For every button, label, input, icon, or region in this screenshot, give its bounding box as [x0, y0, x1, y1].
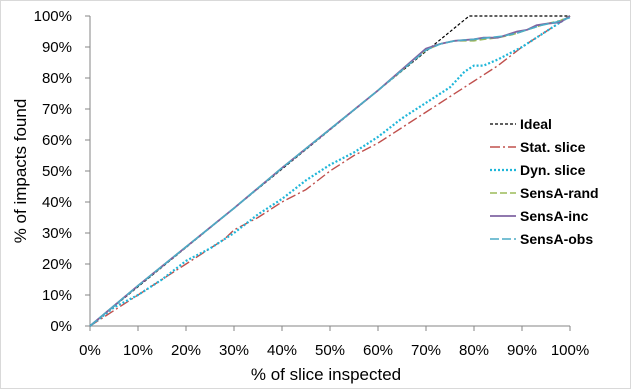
series-line-sensa-obs	[89, 16, 571, 327]
x-tick-label: 30%	[219, 342, 249, 359]
legend-label: Ideal	[520, 116, 552, 132]
x-tick-label: 10%	[123, 342, 153, 359]
y-tick-label: 90%	[42, 39, 72, 56]
series-line-dyn-slice	[89, 15, 571, 327]
legend-label: SensA-rand	[520, 185, 599, 201]
y-tick-label: 100%	[34, 8, 72, 25]
x-tick-label: 60%	[363, 342, 393, 359]
series-layer	[89, 15, 571, 327]
legend: Ideal Stat. slice Dyn. slice SensA-rand Sens…	[490, 116, 599, 247]
y-tick-label: 60%	[42, 132, 72, 149]
x-tick-label: 90%	[507, 342, 537, 359]
series-line-stat-slice	[89, 15, 571, 327]
legend-label: Stat. slice	[520, 139, 586, 155]
x-tick-label: 100%	[551, 342, 589, 359]
x-tick-label: 40%	[267, 342, 297, 359]
x-axis-title: % of slice inspected	[251, 365, 401, 384]
legend-item: SensA-inc	[490, 208, 589, 224]
y-tick-label: 40%	[42, 194, 72, 211]
y-tick-label: 20%	[42, 256, 72, 273]
plot-axes	[85, 15, 571, 331]
y-tick-label: 80%	[42, 70, 72, 87]
legend-label: SensA-obs	[520, 231, 593, 247]
legend-item: SensA-rand	[490, 185, 599, 201]
x-tick-label: 20%	[171, 342, 201, 359]
x-tick-label: 0%	[79, 342, 101, 359]
legend-label: SensA-inc	[520, 208, 589, 224]
y-tick-label: 30%	[42, 225, 72, 242]
legend-item: Dyn. slice	[490, 162, 586, 178]
y-axis-title: % of impacts found	[11, 99, 30, 244]
legend-item: Stat. slice	[490, 139, 586, 155]
x-tick-label: 70%	[411, 342, 441, 359]
y-tick-label: 50%	[42, 163, 72, 180]
y-tick-label: 70%	[42, 101, 72, 118]
legend-label: Dyn. slice	[520, 162, 586, 178]
y-tick-label: 0%	[50, 318, 72, 335]
x-tick-label: 80%	[459, 342, 489, 359]
series-line-ideal	[89, 15, 570, 327]
legend-item: SensA-obs	[490, 231, 593, 247]
x-tick-label: 50%	[315, 342, 345, 359]
y-tick-labels: 0% 10% 20% 30% 40% 50% 60% 70% 80% 90% 100%	[34, 8, 72, 335]
legend-item: Ideal	[490, 116, 552, 132]
x-tick-labels: 0% 10% 20% 30% 40% 50% 60% 70% 80% 90% 100%	[79, 342, 589, 359]
y-tick-label: 10%	[42, 287, 72, 304]
